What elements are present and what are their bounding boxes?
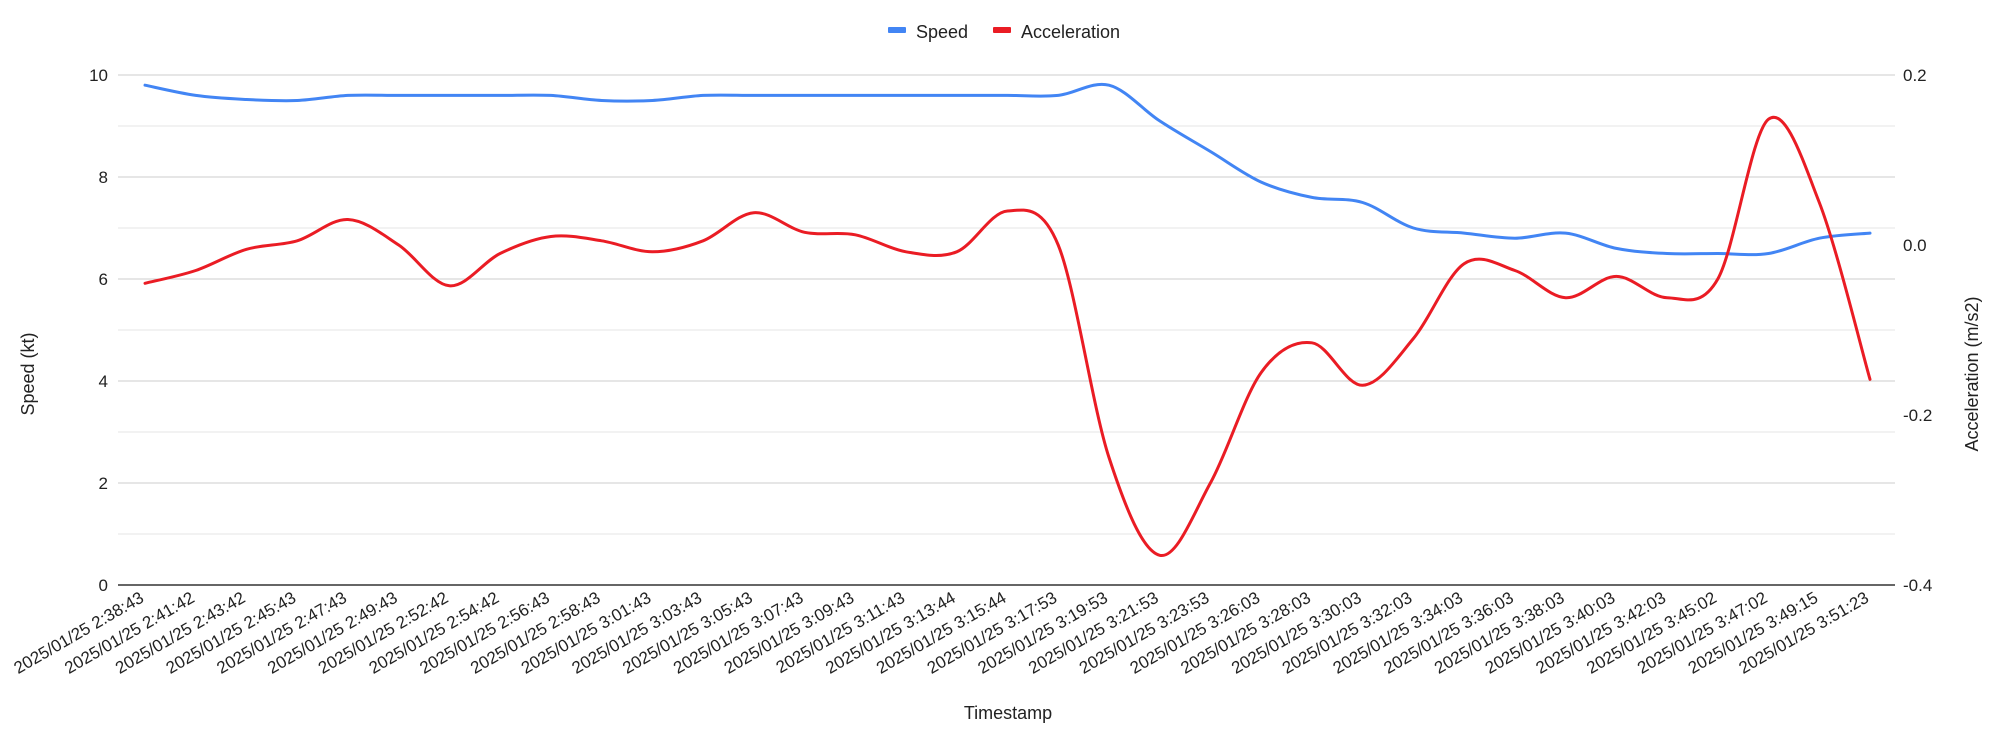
grid-lines [118, 74, 1895, 586]
legend-item-acceleration[interactable]: Acceleration [993, 22, 1120, 42]
legend-item-speed[interactable]: Speed [888, 22, 968, 42]
y-left-tick-label: 8 [99, 168, 108, 187]
series-line-speed[interactable] [143, 82, 1872, 257]
y-right-tick-label: 0.2 [1903, 66, 1927, 85]
y-left-tick-label: 4 [99, 372, 108, 391]
y-right-tick-label: -0.4 [1903, 576, 1932, 595]
series-layer [143, 82, 1872, 557]
y-axis-left-ticks: 0 2 4 6 8 10 [89, 66, 108, 595]
legend-swatch-speed [888, 27, 906, 33]
y-right-tick-label: -0.2 [1903, 406, 1932, 425]
y-axis-left-title: Speed (kt) [18, 332, 38, 415]
y-left-tick-label: 10 [89, 66, 108, 85]
legend-label-speed: Speed [916, 22, 968, 42]
y-left-tick-label: 0 [99, 576, 108, 595]
series-line-acceleration[interactable] [143, 115, 1872, 557]
x-axis-title: Timestamp [964, 703, 1052, 723]
legend-label-acceleration: Acceleration [1021, 22, 1120, 42]
y-axis-right-title: Acceleration (m/s2) [1962, 296, 1982, 451]
y-right-tick-label: 0.0 [1903, 236, 1927, 255]
legend-swatch-acceleration [993, 27, 1011, 33]
legend[interactable]: Speed Acceleration [888, 22, 1120, 42]
y-left-tick-label: 6 [99, 270, 108, 289]
y-left-tick-label: 2 [99, 474, 108, 493]
y-axis-right-ticks: -0.4 -0.2 0.0 0.2 [1903, 66, 1932, 595]
